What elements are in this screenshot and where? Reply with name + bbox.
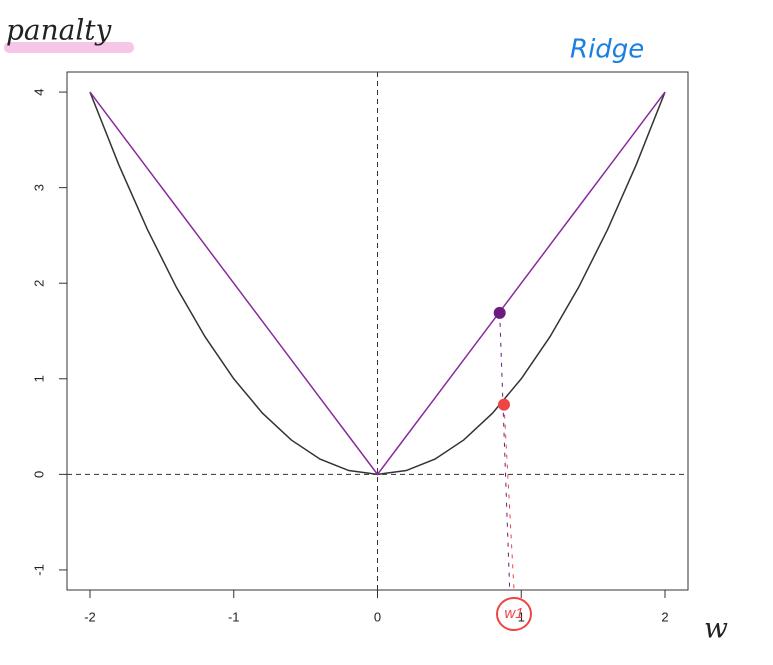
y-tick-label: 0: [31, 471, 46, 478]
x-tick-label: 2: [661, 609, 668, 624]
annotation: Ridge: [570, 35, 644, 65]
y-tick-label: -1: [31, 564, 46, 576]
point: [498, 398, 510, 411]
x-tick-label: 1: [518, 609, 525, 624]
y-tick-label: 1: [31, 375, 46, 382]
point-label: w1: [504, 605, 523, 622]
drop-line: [503, 404, 515, 591]
x-tick-label: 0: [374, 609, 381, 624]
y-tick-label: 3: [31, 184, 46, 191]
y-tick-label: 2: [31, 280, 46, 287]
line: [89, 91, 666, 476]
chart-title: panalty: [6, 14, 113, 47]
y-tick-label: 4: [31, 88, 46, 95]
highlight: [4, 42, 134, 53]
x-tick-label: -2: [84, 609, 96, 624]
plot-frame: [66, 71, 689, 591]
x-axis-label: w: [704, 612, 728, 645]
point: [493, 306, 506, 319]
label-circle: [496, 597, 532, 631]
drop-line: [499, 312, 511, 591]
x-tick-label: -1: [228, 609, 240, 624]
